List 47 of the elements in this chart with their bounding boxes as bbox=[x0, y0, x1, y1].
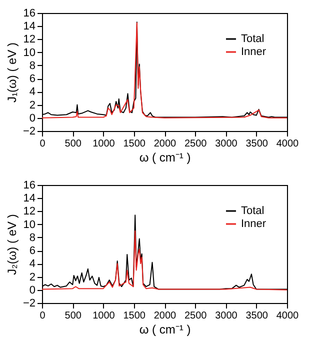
x-tick-label: 1000 bbox=[92, 138, 116, 150]
y-tick-label: 14 bbox=[23, 20, 36, 33]
x-tick-label: 500 bbox=[64, 310, 82, 322]
x-tick-label: 2000 bbox=[154, 138, 177, 150]
x-tick-label: 2500 bbox=[184, 310, 208, 322]
x-tick-label: 0 bbox=[40, 138, 46, 150]
x-tick-label: 3000 bbox=[215, 310, 238, 322]
y-tick-label: 4 bbox=[29, 86, 36, 98]
y-tick-label: 2 bbox=[29, 99, 36, 112]
y-tick-label: 16 bbox=[23, 8, 36, 20]
line-series bbox=[42, 230, 287, 290]
x-tick-label: 3500 bbox=[246, 310, 268, 322]
y-tick-label: 12 bbox=[23, 206, 36, 218]
x-tick-label: 1500 bbox=[123, 138, 146, 150]
y-tick-label: 6 bbox=[29, 245, 36, 258]
x-tick-label: 3500 bbox=[246, 138, 268, 150]
y-tick-label: 16 bbox=[23, 180, 36, 192]
y-tick-label: −2 bbox=[22, 298, 36, 310]
y-tick-label: 12 bbox=[23, 34, 36, 46]
y-axis-title: J₂(ω) ( eV ) bbox=[4, 214, 19, 275]
x-tick-label: 500 bbox=[64, 138, 82, 150]
x-tick-label: 4000 bbox=[276, 310, 300, 322]
y-tick-label: 4 bbox=[29, 258, 36, 270]
y-tick-label: 10 bbox=[23, 46, 36, 59]
y-tick-label: 14 bbox=[23, 192, 36, 205]
x-tick-label: 2500 bbox=[184, 138, 208, 150]
y-tick-label: 0 bbox=[29, 112, 36, 124]
legend-label: Total bbox=[241, 205, 264, 217]
x-tick-label: 1000 bbox=[92, 310, 116, 322]
y-tick-label: 10 bbox=[23, 218, 36, 231]
y-tick-label: 8 bbox=[29, 60, 36, 72]
y-axis-title: J₁(ω) ( eV ) bbox=[4, 42, 19, 103]
y-tick-label: 6 bbox=[29, 73, 36, 86]
x-tick-label: 0 bbox=[40, 310, 46, 322]
y-tick-label: 8 bbox=[29, 232, 36, 244]
legend-label: Inner bbox=[241, 46, 266, 58]
x-axis-title: ω ( cm⁻¹ ) bbox=[139, 150, 191, 164]
x-tick-label: 1500 bbox=[123, 310, 146, 322]
x-axis-title: ω ( cm⁻¹ ) bbox=[139, 322, 191, 336]
y-tick-label: −2 bbox=[22, 126, 36, 138]
legend-label: Inner bbox=[241, 218, 266, 230]
x-tick-label: 2000 bbox=[154, 310, 177, 322]
x-tick-label: 4000 bbox=[276, 138, 300, 150]
y-tick-label: 0 bbox=[29, 284, 36, 296]
x-tick-label: 3000 bbox=[215, 138, 238, 150]
legend-label: Total bbox=[241, 33, 264, 45]
y-tick-label: 2 bbox=[29, 271, 36, 284]
